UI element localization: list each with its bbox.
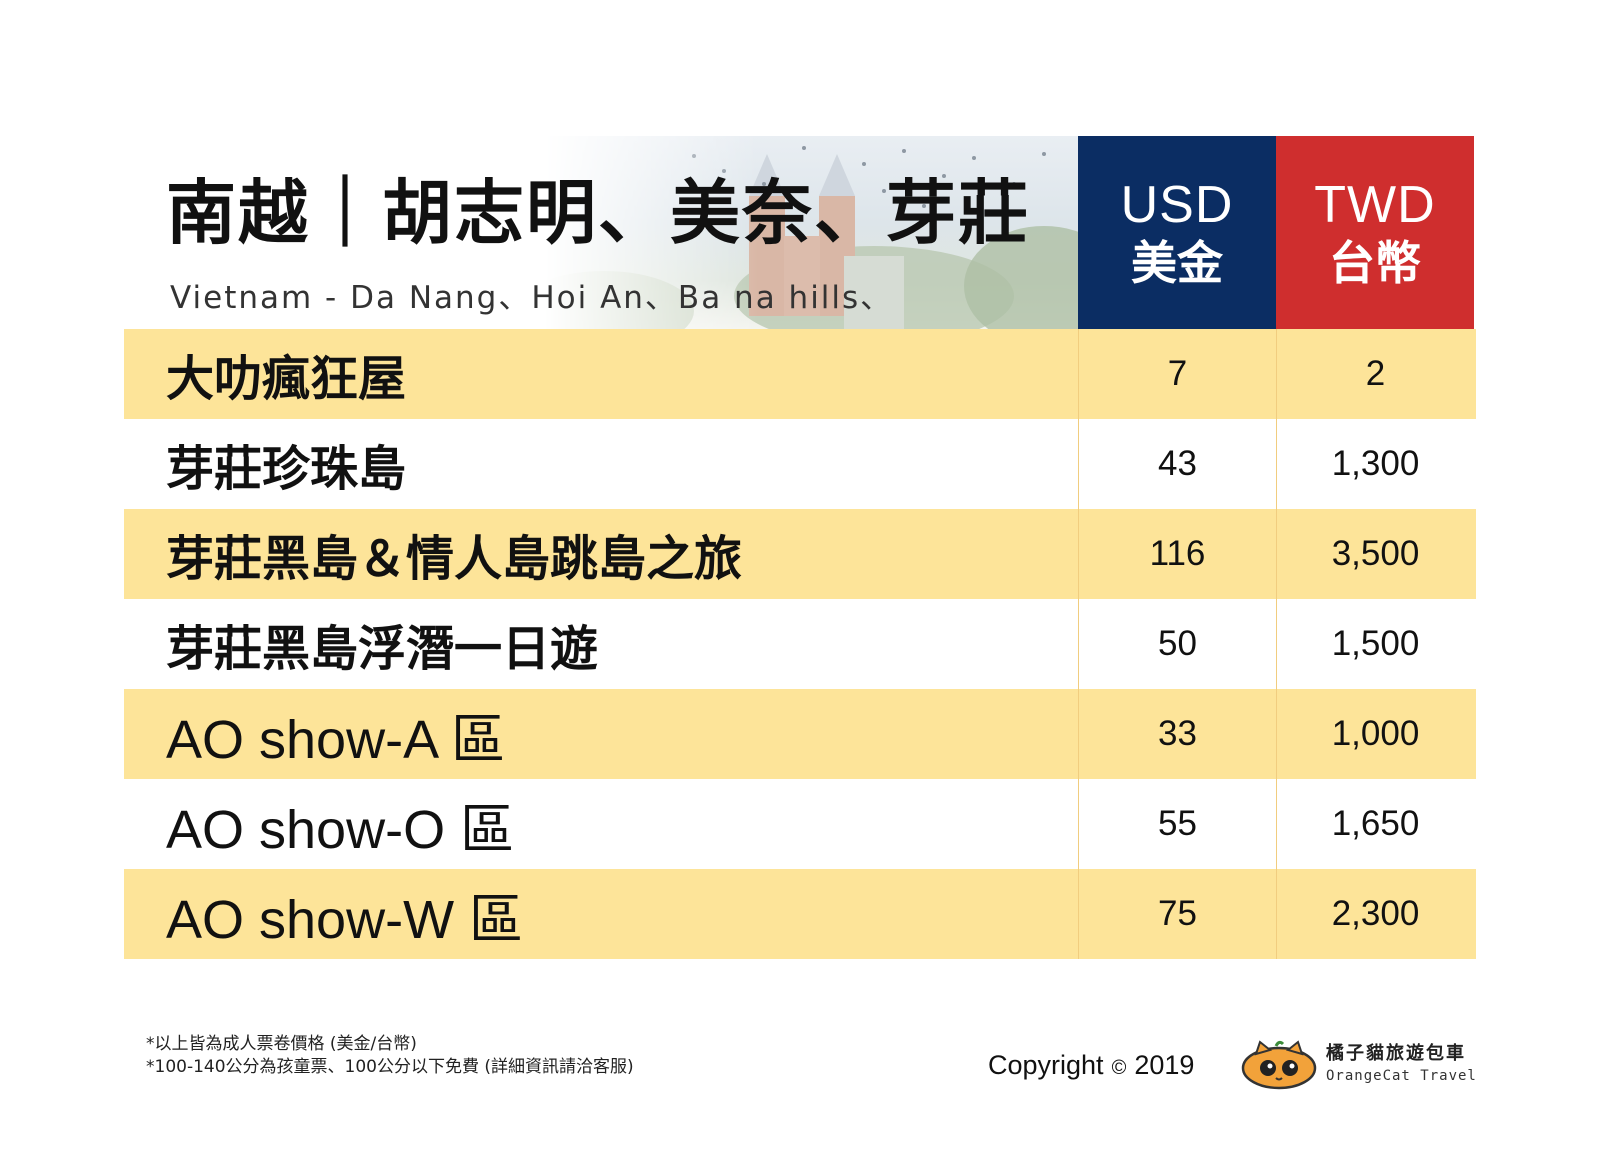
price-table: 南越｜胡志明、美奈、芽莊 Vietnam - Da Nang、Hoi An、Ba… <box>124 136 1476 959</box>
cathedral-photo <box>544 136 1078 329</box>
twd-price: 1,500 <box>1276 599 1474 689</box>
attraction-name: AO show-O 區 <box>166 799 515 860</box>
copyright-symbol: © <box>1111 1057 1127 1079</box>
brand-name: 橘子貓旅遊包車 OrangeCat Travel <box>1326 1043 1477 1087</box>
attraction-name: AO show-W 區 <box>166 889 524 950</box>
page-title: 南越｜胡志明、美奈、芽莊 <box>166 172 1030 254</box>
footnotes: *以上皆為成人票卷價格 (美金/台幣) *100-140公分為孩童票、100公分… <box>146 1033 634 1079</box>
twd-price: 1,300 <box>1276 419 1474 509</box>
table-row: 芽莊黑島＆情人島跳島之旅 116 3,500 <box>124 509 1476 599</box>
table-header: 南越｜胡志明、美奈、芽莊 Vietnam - Da Nang、Hoi An、Ba… <box>124 136 1476 329</box>
brand-name-cn: 橘子貓旅遊包車 <box>1326 1043 1466 1064</box>
twd-price: 3,500 <box>1276 509 1474 599</box>
attraction-name: 芽莊珍珠島 <box>166 441 407 497</box>
usd-price: 33 <box>1078 689 1276 779</box>
copyright-label: Copyright <box>988 1050 1104 1080</box>
twd-column-header: TWD 台幣 <box>1276 136 1474 329</box>
twd-price: 1,000 <box>1276 689 1474 779</box>
orange-cat-icon <box>1241 1040 1317 1090</box>
attraction-name: 芽莊黑島浮潛一日遊 <box>166 621 599 677</box>
twd-name: 台幣 <box>1329 235 1421 290</box>
title-cell: 南越｜胡志明、美奈、芽莊 Vietnam - Da Nang、Hoi An、Ba… <box>124 136 1078 329</box>
table-row: 大叻瘋狂屋 7 2 <box>124 329 1476 419</box>
usd-name: 美金 <box>1131 235 1223 290</box>
usd-code: USD <box>1120 175 1234 234</box>
table-row: 芽莊黑島浮潛一日遊 50 1,500 <box>124 599 1476 689</box>
attraction-name: AO show-A 區 <box>166 709 506 770</box>
page-subtitle: Vietnam - Da Nang、Hoi An、Ba na hills、 <box>170 280 894 316</box>
attraction-name: 芽莊黑島＆情人島跳島之旅 <box>166 531 743 587</box>
usd-price: 55 <box>1078 779 1276 869</box>
usd-price: 7 <box>1078 329 1276 419</box>
brand-logo-block: 橘子貓旅遊包車 OrangeCat Travel <box>1240 1040 1477 1090</box>
usd-price: 116 <box>1078 509 1276 599</box>
twd-price: 2,300 <box>1276 869 1474 959</box>
footnote-adult-price: *以上皆為成人票卷價格 (美金/台幣) <box>146 1034 417 1054</box>
twd-code: TWD <box>1314 175 1436 234</box>
usd-price: 50 <box>1078 599 1276 689</box>
copyright-year: 2019 <box>1134 1050 1195 1080</box>
usd-column-header: USD 美金 <box>1078 136 1276 329</box>
table-row: 芽莊珍珠島 43 1,300 <box>124 419 1476 509</box>
usd-price: 75 <box>1078 869 1276 959</box>
table-row: AO show-W 區 75 2,300 <box>124 869 1476 959</box>
table-row: AO show-A 區 33 1,000 <box>124 689 1476 779</box>
attraction-name: 大叻瘋狂屋 <box>166 351 407 407</box>
brand-name-en: OrangeCat Travel <box>1326 1068 1477 1084</box>
footnote-child-price: *100-140公分為孩童票、100公分以下免費 (詳細資訊請洽客服) <box>146 1057 634 1077</box>
usd-price: 43 <box>1078 419 1276 509</box>
twd-price: 2 <box>1276 329 1474 419</box>
copyright: Copyright © 2019 <box>988 1050 1194 1081</box>
twd-price: 1,650 <box>1276 779 1474 869</box>
table-row: AO show-O 區 55 1,650 <box>124 779 1476 869</box>
